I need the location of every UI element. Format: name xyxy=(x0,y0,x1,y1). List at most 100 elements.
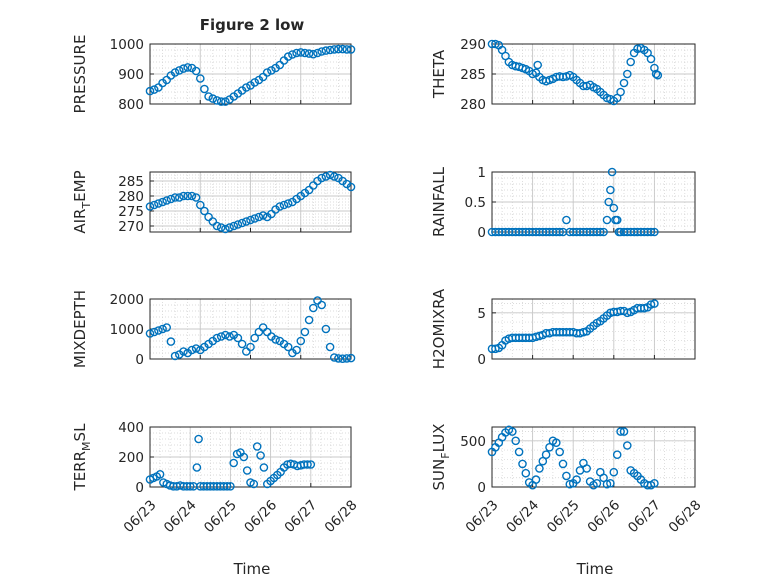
x-tick-label: 06/24 xyxy=(161,497,200,536)
data-point xyxy=(514,447,524,457)
data-point xyxy=(518,459,527,469)
y-tick-label: 290 xyxy=(460,37,486,53)
data-point xyxy=(596,227,605,237)
data-point xyxy=(262,68,272,77)
data-point xyxy=(329,172,339,181)
data-point xyxy=(191,66,201,76)
x-tick-label: 06/27 xyxy=(625,497,664,536)
data-point xyxy=(158,324,167,334)
data-point xyxy=(237,218,247,228)
data-point xyxy=(216,332,226,341)
data-point xyxy=(258,323,268,332)
data-point xyxy=(623,441,632,450)
data-point xyxy=(262,327,272,337)
y-tick-label: 270 xyxy=(118,219,144,235)
data-point xyxy=(653,70,663,80)
data-point xyxy=(552,438,561,448)
data-point xyxy=(646,300,656,309)
data-point xyxy=(626,57,636,67)
y-axis-label-tail: EMP xyxy=(71,170,89,201)
data-point xyxy=(511,436,521,446)
data-point xyxy=(185,481,195,491)
y-tick-label: 1000 xyxy=(110,322,144,338)
y-tick-label: 800 xyxy=(118,97,144,113)
data-point xyxy=(296,336,306,346)
data-point xyxy=(342,354,352,363)
y-tick-label: 280 xyxy=(118,189,144,205)
data-point xyxy=(592,478,602,488)
y-axis-label: TERRMSL xyxy=(71,423,93,492)
y-axis-label-tail: LUX xyxy=(430,424,448,453)
y-tick-label: 900 xyxy=(118,67,144,83)
data-point xyxy=(346,45,356,54)
data-point xyxy=(233,333,243,343)
data-point xyxy=(325,45,335,55)
data-point xyxy=(609,203,619,213)
data-point xyxy=(317,173,327,183)
data-point xyxy=(599,473,608,483)
data-point xyxy=(259,463,269,472)
y-axis-label: H2OMIXRA xyxy=(430,288,448,369)
y-tick-label: 400 xyxy=(118,420,144,436)
y-axis-label: SUNFLUX xyxy=(430,424,452,491)
data-point xyxy=(179,347,188,356)
data-point xyxy=(317,47,327,56)
data-point xyxy=(221,97,230,106)
data-point xyxy=(154,199,163,208)
y-tick-label: 0 xyxy=(477,480,486,496)
data-point xyxy=(250,333,259,343)
data-point xyxy=(541,450,551,460)
y-axis-label-main: THETA xyxy=(430,49,448,99)
data-point xyxy=(179,191,188,201)
data-point xyxy=(612,450,622,460)
data-point xyxy=(334,44,343,54)
y-tick-label: 0 xyxy=(135,480,144,496)
data-point xyxy=(149,85,159,94)
y-tick-label: 285 xyxy=(118,174,144,190)
x-tick-label: 06/24 xyxy=(503,497,542,536)
panel-h2omixra: 0 5 H2OMIXRA xyxy=(430,288,696,369)
data-point xyxy=(303,460,312,469)
data-point xyxy=(296,48,306,57)
data-point xyxy=(149,327,159,337)
data-point xyxy=(283,199,293,208)
data-point xyxy=(212,96,222,105)
x-tick-label: 06/27 xyxy=(281,497,320,536)
data-point xyxy=(242,466,252,475)
data-point xyxy=(616,87,625,97)
data-point xyxy=(616,427,625,436)
data-point xyxy=(650,478,659,488)
y-axis-label-tail: SL xyxy=(71,423,89,442)
data-point xyxy=(582,464,592,473)
x-tick-label: 06/26 xyxy=(584,497,623,536)
y-axis-label-main: H2OMIXRA xyxy=(430,288,448,369)
data-point xyxy=(604,197,614,207)
data-point xyxy=(170,351,180,361)
data-point xyxy=(562,471,571,481)
data-point xyxy=(304,315,314,325)
data-point xyxy=(619,78,629,88)
data-point xyxy=(607,167,617,177)
data-point xyxy=(267,66,276,75)
y-tick-label: 280 xyxy=(460,97,486,113)
data-point xyxy=(334,354,343,363)
data-point xyxy=(507,427,517,436)
data-point xyxy=(170,193,180,202)
data-point xyxy=(346,353,356,363)
data-point xyxy=(194,434,203,444)
data-point xyxy=(283,342,293,352)
data-point xyxy=(170,68,180,77)
data-point xyxy=(200,206,209,216)
data-point xyxy=(179,64,188,73)
data-point xyxy=(606,478,615,488)
y-tick-label: 0 xyxy=(477,352,486,368)
data-point xyxy=(149,200,159,210)
data-point xyxy=(166,194,176,204)
y-tick-label: 275 xyxy=(118,204,144,220)
data-point xyxy=(246,342,255,352)
data-point xyxy=(174,66,184,75)
y-axis-label-main: SUN xyxy=(430,459,448,491)
data-point xyxy=(325,342,335,352)
data-point xyxy=(226,481,235,491)
